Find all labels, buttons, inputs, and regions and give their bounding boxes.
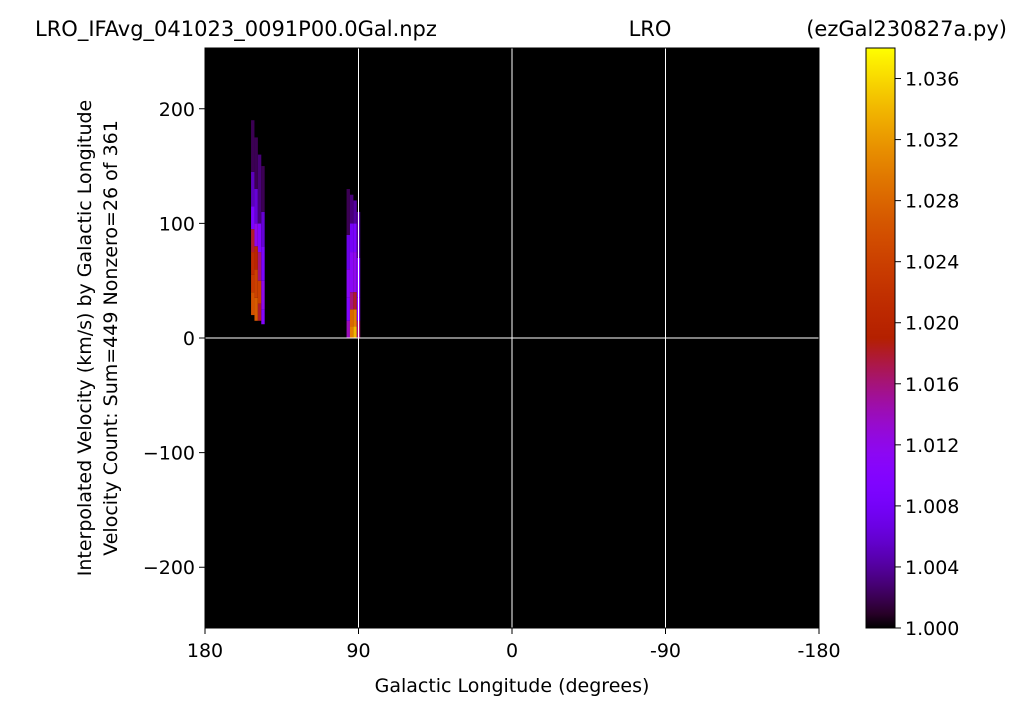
colorbar-gradient <box>865 47 896 629</box>
heatmap-cell <box>346 297 350 321</box>
x-tick-label: -180 <box>797 640 840 662</box>
heatmap-cell <box>257 303 262 321</box>
header-station: LRO <box>629 17 672 41</box>
heatmap-cell <box>251 120 255 172</box>
heatmap-cell <box>349 326 354 338</box>
heatmap-cell <box>254 246 258 270</box>
heatmap-cell <box>251 206 255 230</box>
colorbar-tick-label: 1.004 <box>905 557 959 579</box>
heatmap-cell <box>254 297 258 321</box>
colorbar-tick-label: 1.008 <box>905 496 959 518</box>
heatmap-cell <box>257 223 262 253</box>
colorbar-tick-label: 1.020 <box>905 313 959 335</box>
heatmap-cell <box>353 326 357 338</box>
colorbar-tick-label: 1.012 <box>905 435 959 457</box>
heatmap-cell <box>254 137 258 189</box>
y-tick-label: −100 <box>143 443 195 465</box>
heatmap-cell <box>346 188 350 235</box>
colorbar-tick-label: 1.024 <box>905 252 959 274</box>
y-tick-label: 0 <box>183 328 195 350</box>
heatmap-column <box>261 166 265 325</box>
heatmap-column <box>257 154 262 321</box>
heatmap-cell <box>349 194 354 224</box>
header-script: (ezGal230827a.py) <box>806 17 1007 41</box>
heatmap-cell <box>261 211 265 247</box>
heatmap-cell <box>254 223 258 247</box>
x-tick-label: 90 <box>346 640 370 662</box>
heatmap-cell <box>251 229 255 253</box>
heatmap-cell <box>353 200 357 224</box>
x-tick-label: -90 <box>650 640 681 662</box>
heatmap-cell <box>261 246 265 281</box>
heatmap-cell <box>346 320 350 338</box>
heatmap-cell <box>353 292 357 310</box>
colorbar-tick-label: 1.016 <box>905 374 959 396</box>
heatmap-cell <box>251 292 255 316</box>
colorbar-tick-label: 1.028 <box>905 191 959 213</box>
heatmap-cell <box>349 223 354 253</box>
heatmap-cell <box>251 252 255 275</box>
colorbar: 1.000 1.004 1.008 1.012 1.016 1.020 1.024 1.028… <box>865 47 959 640</box>
heatmap-cell <box>353 309 357 327</box>
heatmap-cell <box>261 280 265 310</box>
heatmap-cell <box>346 234 350 270</box>
heatmap-column <box>251 120 255 316</box>
y-axis-label: Interpolated Velocity (km/s) by Galactic… <box>74 100 96 576</box>
heatmap-cell <box>254 269 258 298</box>
header-filename: LRO_IFAvg_041023_0091P00.0Gal.npz <box>35 17 437 42</box>
y-tick-label: 100 <box>159 213 195 235</box>
x-tick-label: 0 <box>506 640 518 662</box>
heatmap-cell <box>261 309 265 325</box>
heatmap-cell <box>251 274 255 293</box>
heatmap-cell <box>353 223 357 253</box>
heatmap-cell <box>257 252 262 281</box>
heatmap-cell <box>346 269 350 298</box>
heatmap-cell <box>353 252 357 293</box>
heatmap-cell <box>261 166 265 212</box>
colorbar-tick-label: 1.036 <box>905 69 959 91</box>
y-tick-label: −200 <box>143 557 195 579</box>
y-tick-label: 200 <box>159 99 195 121</box>
heatmap-column <box>353 200 357 338</box>
heatmap-cell <box>257 154 262 224</box>
heatmap-cell <box>349 292 354 310</box>
x-tick-label: 180 <box>187 640 223 662</box>
y-axis-label-count: Velocity Count: Sum=449 Nonzero=26 of 36… <box>100 120 122 556</box>
plot-axes: 180 90 0 -90 -180 200 100 0 −100 −200 <box>143 47 841 662</box>
heatmap-column <box>254 137 258 321</box>
heatmap-cell <box>257 280 262 304</box>
heatmap-cell <box>349 252 354 293</box>
heatmap-column <box>346 188 350 338</box>
heatmap-column <box>349 194 354 338</box>
colorbar-tick-label: 1.000 <box>905 618 959 640</box>
colorbar-tick-label: 1.032 <box>905 130 959 152</box>
heatmap-cell <box>254 188 258 224</box>
x-axis-label: Galactic Longitude (degrees) <box>375 675 650 697</box>
heatmap-cell <box>251 171 255 207</box>
heatmap-cell <box>349 309 354 327</box>
